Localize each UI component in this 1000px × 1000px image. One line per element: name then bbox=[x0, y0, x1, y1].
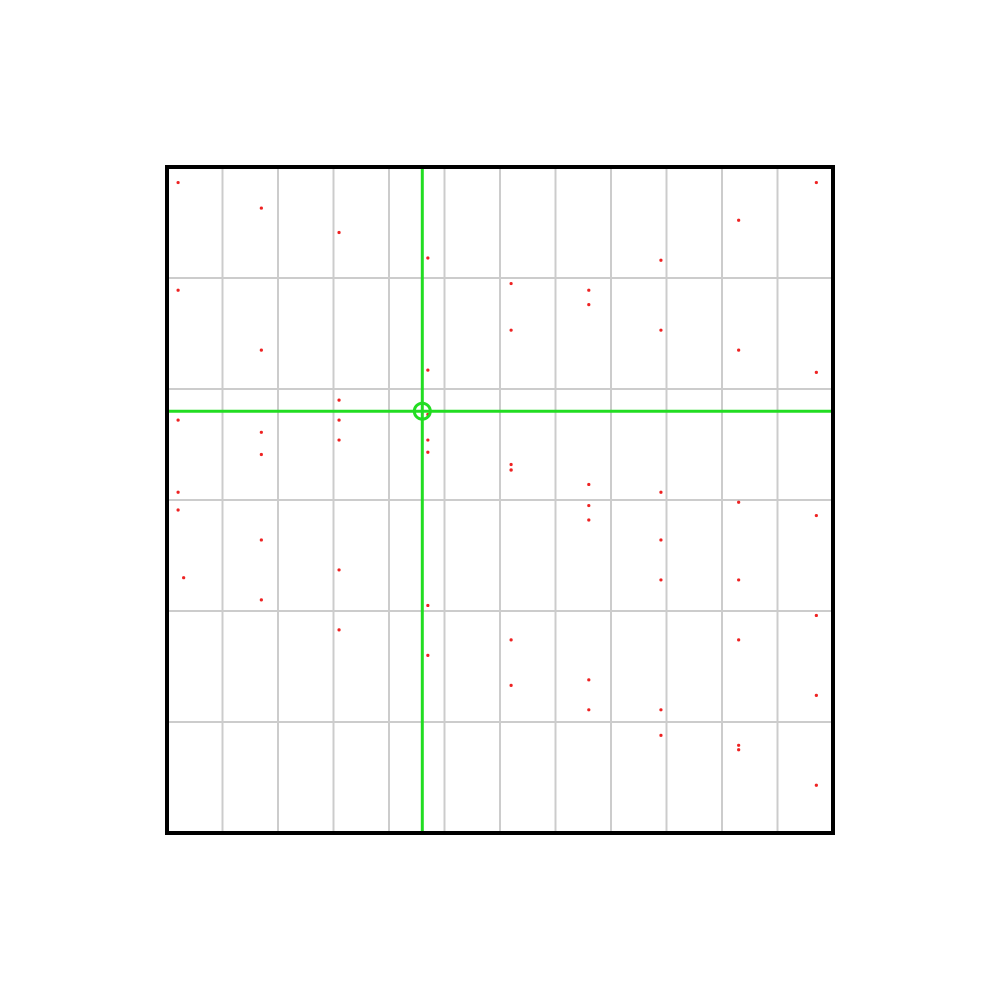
point bbox=[737, 748, 741, 752]
point bbox=[509, 683, 513, 687]
point bbox=[337, 398, 341, 402]
point bbox=[659, 490, 663, 494]
point bbox=[176, 288, 180, 292]
point bbox=[737, 218, 741, 222]
point bbox=[659, 578, 663, 582]
point bbox=[259, 206, 263, 210]
point bbox=[587, 708, 591, 712]
point bbox=[737, 500, 741, 504]
point bbox=[176, 180, 180, 185]
point bbox=[426, 603, 430, 608]
point bbox=[182, 576, 186, 580]
point bbox=[337, 438, 341, 442]
point bbox=[426, 450, 430, 454]
point bbox=[659, 538, 663, 542]
point bbox=[259, 598, 263, 602]
point bbox=[814, 613, 818, 618]
point bbox=[259, 538, 263, 542]
point bbox=[587, 678, 591, 682]
point bbox=[176, 508, 180, 512]
point bbox=[337, 418, 341, 422]
point bbox=[259, 452, 263, 457]
point bbox=[509, 638, 513, 642]
point bbox=[737, 578, 741, 582]
point bbox=[814, 513, 818, 518]
point bbox=[426, 368, 430, 372]
cursor-marker bbox=[412, 401, 432, 421]
point bbox=[587, 288, 591, 292]
point bbox=[337, 568, 341, 572]
point bbox=[587, 482, 591, 487]
point bbox=[426, 438, 430, 442]
point bbox=[814, 370, 818, 374]
point bbox=[587, 303, 591, 307]
point bbox=[176, 490, 180, 494]
point bbox=[176, 418, 180, 422]
point bbox=[587, 503, 591, 508]
point bbox=[659, 258, 663, 262]
point bbox=[737, 743, 741, 747]
point bbox=[659, 733, 663, 737]
point bbox=[659, 708, 663, 712]
point bbox=[337, 628, 341, 632]
point bbox=[426, 256, 430, 260]
point bbox=[509, 462, 513, 467]
point bbox=[509, 328, 513, 332]
point bbox=[587, 518, 591, 522]
point bbox=[659, 328, 663, 332]
point bbox=[509, 468, 513, 472]
point bbox=[814, 783, 818, 787]
point bbox=[737, 348, 741, 352]
plot-frame bbox=[165, 165, 835, 835]
point bbox=[337, 230, 341, 235]
point bbox=[737, 638, 741, 642]
point bbox=[509, 281, 513, 286]
point bbox=[814, 180, 818, 185]
point bbox=[259, 430, 263, 434]
point bbox=[814, 693, 818, 697]
point bbox=[259, 348, 263, 352]
point bbox=[426, 653, 430, 658]
